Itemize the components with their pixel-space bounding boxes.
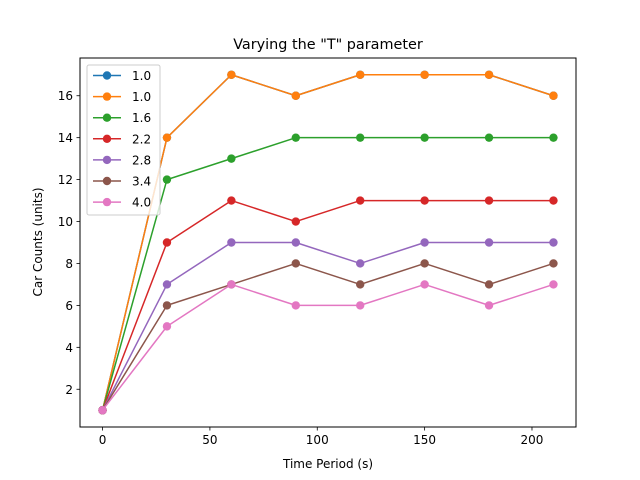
data-point [291, 217, 300, 226]
data-point [162, 301, 172, 310]
legend-entry: 1.0 [93, 69, 151, 83]
legend-marker [102, 134, 112, 143]
data-point [227, 154, 236, 163]
series-5 [98, 238, 558, 415]
data-point [356, 196, 365, 205]
data-point [356, 259, 365, 268]
data-point [291, 259, 300, 268]
legend-label: 1.0 [132, 90, 151, 104]
series-line [101, 74, 554, 411]
data-point [484, 301, 494, 310]
x-tick-label: 200 [521, 433, 544, 447]
data-point [162, 280, 172, 289]
data-point [227, 70, 236, 79]
plot-frame [79, 57, 577, 428]
data-point [162, 238, 172, 247]
series-4 [98, 196, 558, 415]
data-point [484, 196, 494, 205]
series-line [101, 283, 554, 411]
legend-entry: 1.6 [93, 111, 151, 125]
legend-label: 1.0 [132, 69, 151, 83]
series-layer [98, 70, 558, 415]
data-point [356, 70, 365, 79]
x-tick-label: 100 [306, 433, 329, 447]
legend-label: 2.8 [132, 153, 151, 167]
data-point [162, 175, 172, 184]
legend-label: 3.4 [132, 175, 151, 189]
data-point [356, 133, 365, 142]
legend: 1.0 1.0 1.6 2.2 2.8 3.4 4.0 [86, 64, 161, 216]
data-point [98, 406, 107, 415]
data-point [420, 133, 429, 142]
y-axis-label: Car Counts (units) [31, 187, 45, 296]
legend-marker [102, 71, 112, 80]
data-point [549, 196, 558, 205]
series-line [101, 136, 554, 411]
legend-label: 2.2 [132, 132, 151, 146]
series-line [101, 199, 554, 411]
legend-marker [102, 113, 112, 122]
data-point [227, 238, 236, 247]
data-point [420, 259, 429, 268]
legend-label: 4.0 [132, 196, 151, 210]
chart-title: Varying the "T" parameter [233, 37, 423, 53]
data-point [356, 280, 365, 289]
legend-entry: 2.2 [93, 132, 151, 146]
data-point [420, 280, 429, 289]
y-tick-label: 14 [58, 131, 73, 145]
series-line [101, 241, 554, 411]
data-point [549, 133, 558, 142]
y-tick-label: 2 [65, 383, 73, 397]
legend-entry: 2.8 [93, 153, 151, 167]
legend-marker [102, 92, 112, 101]
legend-marker [102, 197, 112, 207]
legend-entry: 1.0 [93, 90, 151, 104]
data-point [549, 91, 558, 100]
data-point [291, 301, 300, 310]
series-line [101, 262, 554, 411]
data-point [420, 196, 429, 205]
y-tick-label: 6 [65, 299, 73, 313]
data-point [227, 280, 236, 289]
x-axis-label: Time Period (s) [282, 457, 373, 471]
x-tick-label: 150 [413, 433, 436, 447]
data-point [291, 133, 300, 142]
legend-marker [102, 176, 112, 186]
data-point [291, 238, 300, 247]
series-7 [98, 280, 558, 415]
y-tick-label: 10 [58, 215, 73, 229]
x-tick-label: 50 [202, 433, 217, 447]
data-point [420, 70, 429, 79]
data-point [162, 322, 172, 331]
legend-entry: 3.4 [93, 175, 151, 189]
data-point [549, 280, 558, 289]
data-point [484, 280, 494, 289]
y-tick-label: 16 [58, 89, 73, 103]
data-point [484, 238, 494, 247]
data-point [420, 238, 429, 247]
y-tick-label: 4 [65, 341, 73, 355]
legend-entry: 4.0 [93, 196, 151, 210]
data-point [549, 238, 558, 247]
x-tick-label: 0 [99, 433, 107, 447]
data-point [549, 259, 558, 268]
data-point [227, 196, 236, 205]
data-point [291, 91, 300, 100]
data-point [484, 133, 494, 142]
legend-marker [102, 155, 112, 165]
data-point [162, 133, 172, 142]
axis-ticks: 0 50 100 150 200 2 4 6 8 10 12 14 16 [58, 89, 544, 447]
y-tick-label: 12 [58, 173, 73, 187]
data-point [356, 301, 365, 310]
data-point [484, 70, 494, 79]
y-tick-label: 8 [65, 257, 73, 271]
legend-label: 1.6 [132, 111, 151, 125]
